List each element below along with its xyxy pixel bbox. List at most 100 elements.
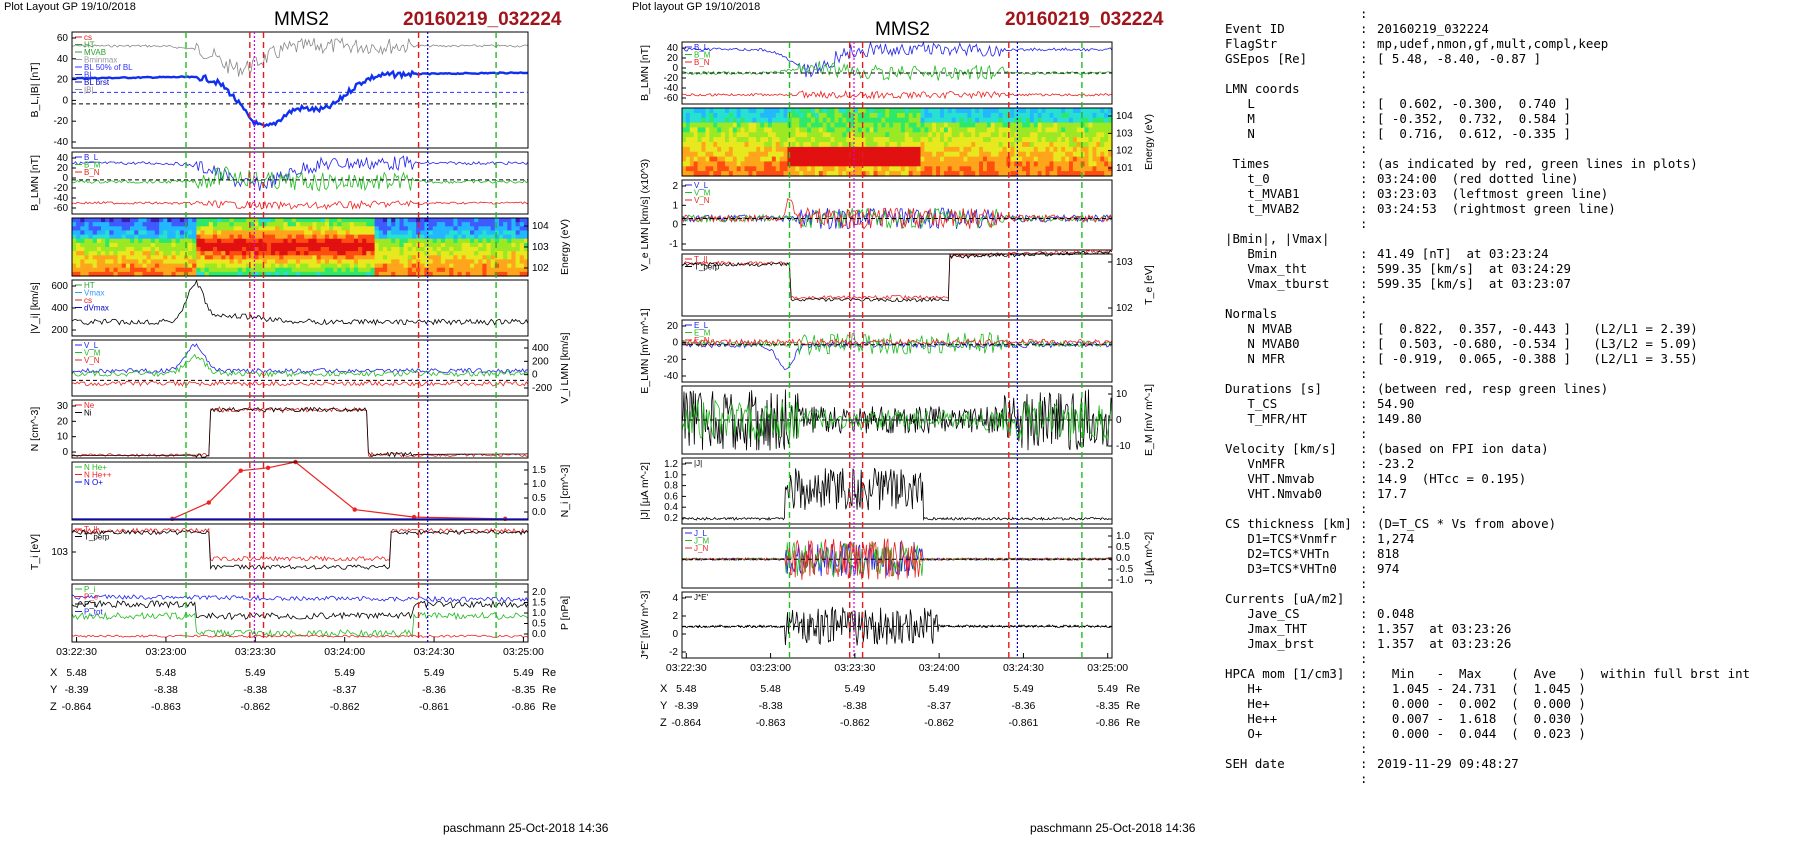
spectrogram-cell	[204, 242, 210, 248]
spectrogram-cell	[826, 108, 832, 114]
y-tick-label: 0.5	[532, 493, 546, 504]
spectrogram-cell	[986, 117, 992, 124]
spectrogram-cell	[983, 146, 988, 153]
spectrogram-cell	[889, 132, 894, 138]
spectrogram-cell	[229, 251, 235, 256]
spectrogram-cell	[1088, 122, 1093, 129]
spectrogram-cell	[834, 156, 839, 163]
spectrogram-cell	[154, 247, 160, 252]
spectrogram-cell	[725, 146, 730, 153]
panel-6: 100-10 E_M [mV m^-1]	[681, 384, 1155, 456]
spectrogram-cell	[312, 234, 318, 240]
spectrogram-cell	[221, 271, 226, 277]
spectrogram-cell	[799, 161, 804, 167]
spectrogram-cell	[869, 142, 875, 148]
spectrogram-cell	[109, 251, 114, 256]
spectrogram-cell	[768, 146, 773, 153]
spectrogram-cell	[188, 234, 193, 240]
spectrogram-cell	[1100, 137, 1105, 143]
spectrogram-cell	[771, 166, 777, 172]
spectrogram-cell	[72, 222, 77, 227]
spectrogram-cell	[994, 112, 1000, 119]
spectrogram-cell	[341, 238, 347, 244]
spectrogram-cell	[881, 142, 886, 148]
spectrogram-cell	[916, 117, 921, 124]
info-sep: :	[1360, 441, 1368, 456]
spectrogram-cell	[304, 230, 309, 236]
spectrogram-cell	[795, 151, 800, 158]
spectrogram-cell	[511, 242, 517, 248]
spectrogram-cell	[1108, 127, 1113, 133]
spectrogram-cell	[217, 238, 222, 244]
y-tick-label: -40	[54, 137, 69, 148]
spectrogram-cell	[814, 166, 820, 172]
spectrogram-cell	[171, 247, 177, 252]
x-tick-label: 03:25:00	[1087, 662, 1128, 674]
spectrogram-cell	[142, 251, 148, 256]
spectrogram-cell	[262, 267, 268, 273]
spectrogram-cell	[951, 171, 957, 177]
spectrogram-cell	[300, 230, 305, 236]
spectrogram-cell	[689, 166, 695, 172]
spectrogram-cell	[1029, 127, 1035, 133]
spectrogram-cell	[1076, 166, 1082, 172]
spectrogram-cell	[457, 255, 463, 260]
spectrogram-cell	[358, 230, 363, 236]
spectrogram-cell	[869, 151, 875, 158]
spectrogram-cell	[803, 127, 808, 133]
spectrogram-cell	[196, 247, 202, 252]
spectrogram-cell	[320, 251, 326, 256]
legend-entry: HT	[84, 41, 95, 50]
spectrogram-cell	[511, 230, 517, 236]
pos-value: -8.37	[927, 700, 951, 712]
spectrogram-cell	[885, 171, 890, 177]
spectrogram-cell	[736, 161, 742, 167]
spectrogram-cell	[374, 271, 380, 277]
spectrogram-cell	[494, 226, 500, 231]
spectrogram-cell	[246, 222, 251, 227]
spectrogram-cell	[1010, 151, 1015, 158]
spectrogram-cell	[494, 238, 500, 244]
spectrogram-cell	[424, 218, 430, 223]
y-tick-label: -40	[54, 193, 69, 204]
spectrogram-cell	[1049, 171, 1054, 177]
spectrogram-cell	[994, 108, 1000, 114]
info-value: 41.49 [nT] at 03:23:24	[1377, 246, 1549, 261]
spectrogram-cell	[928, 117, 933, 124]
spectrogram-cell	[84, 251, 90, 256]
spectrogram-cell	[756, 171, 761, 177]
spectrogram-cell	[445, 259, 450, 265]
spectrogram-cell	[436, 271, 442, 277]
spectrogram-cell	[113, 226, 119, 231]
spectrogram-cell	[453, 247, 459, 252]
spectrogram-cell	[523, 222, 529, 227]
spectrogram-cell	[834, 151, 839, 158]
spectrogram-cell	[725, 151, 730, 158]
spectrogram-cell	[440, 222, 446, 227]
spectrogram-cell	[436, 238, 442, 244]
spectrogram-cell	[113, 251, 119, 256]
spectrogram-cell	[217, 234, 222, 240]
spectrogram-cell	[768, 108, 773, 114]
spectrogram-cell	[125, 255, 131, 260]
spectrogram-cell	[494, 251, 500, 256]
spectrogram-cell	[963, 161, 968, 167]
spectrogram-cell	[192, 263, 197, 269]
spectrogram-cell	[850, 112, 855, 119]
spectrogram-cell	[407, 259, 413, 265]
spectrogram-cell	[92, 247, 98, 252]
spectrogram-cell	[457, 234, 463, 240]
spectrogram-cell	[308, 255, 313, 260]
spectrogram-cell	[936, 112, 941, 119]
spectrogram-cell	[125, 230, 131, 236]
spectrogram-cell	[507, 259, 512, 265]
series-line	[71, 527, 529, 562]
spectrogram-cell	[167, 238, 172, 244]
spectrogram-cell	[337, 242, 342, 248]
spectrogram-cell	[701, 171, 706, 177]
info-value: 818	[1377, 546, 1400, 561]
spectrogram-cell	[507, 238, 512, 244]
spectrogram-cell	[959, 171, 964, 177]
spectrogram-cell	[150, 271, 156, 277]
pos-value: 5.48	[676, 683, 697, 695]
